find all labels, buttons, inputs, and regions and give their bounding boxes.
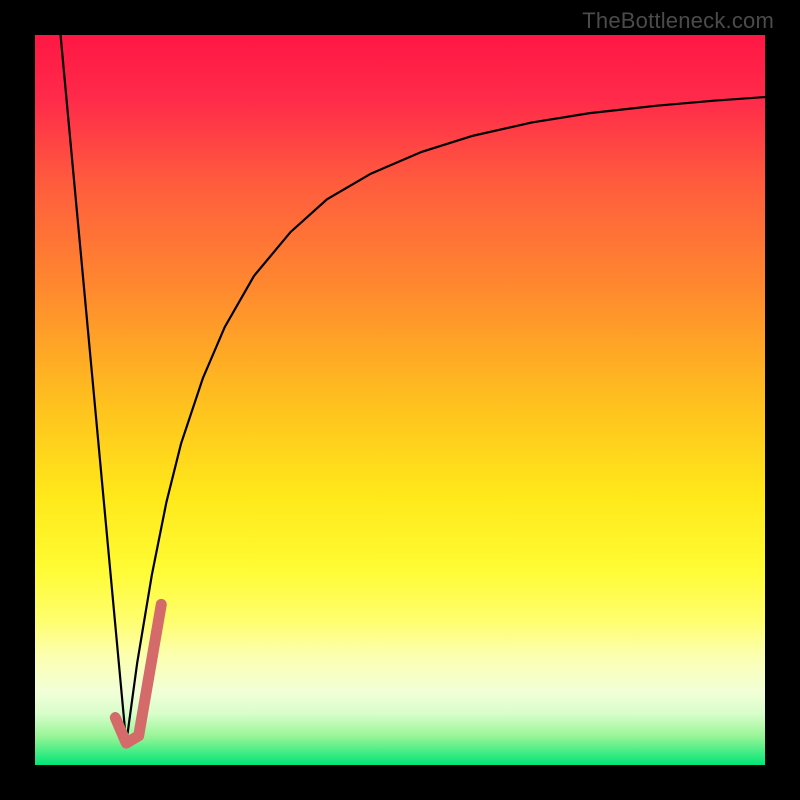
curve-layer	[35, 35, 765, 765]
watermark-text: TheBottleneck.com	[582, 8, 774, 34]
chart-frame: TheBottleneck.com	[0, 0, 800, 800]
plot-area	[35, 35, 765, 765]
hook-overlay-marker	[115, 604, 161, 743]
right-log-curve	[126, 97, 765, 743]
left-descent-line	[61, 35, 127, 743]
